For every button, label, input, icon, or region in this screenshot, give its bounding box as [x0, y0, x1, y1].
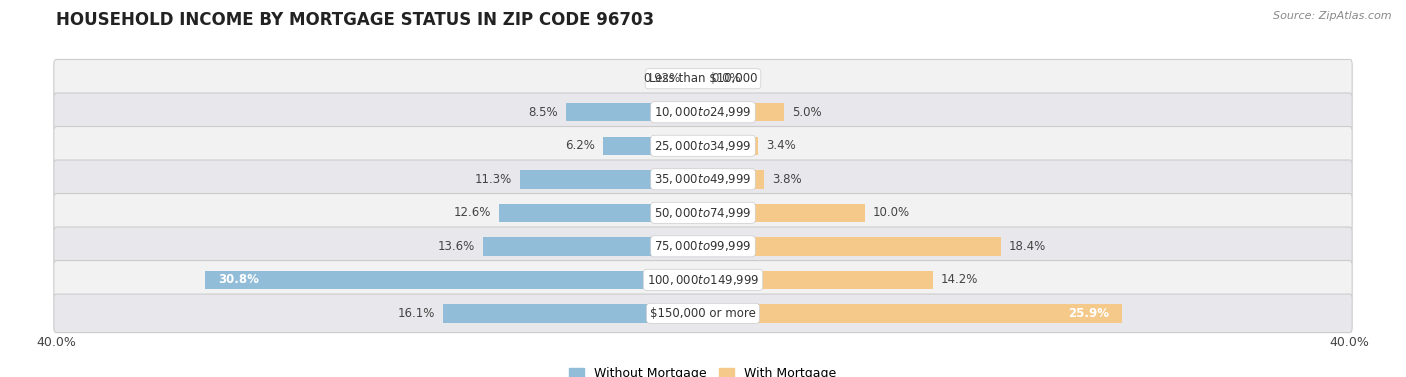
Bar	[703, 237, 1001, 256]
Bar	[603, 136, 703, 155]
Bar	[484, 237, 703, 256]
Text: 0.92%: 0.92%	[643, 72, 681, 85]
Bar	[703, 170, 765, 188]
Text: 13.6%: 13.6%	[437, 240, 475, 253]
FancyBboxPatch shape	[53, 160, 1353, 199]
Text: Source: ZipAtlas.com: Source: ZipAtlas.com	[1274, 11, 1392, 21]
Text: $35,000 to $49,999: $35,000 to $49,999	[654, 172, 752, 186]
Bar	[520, 170, 703, 188]
FancyBboxPatch shape	[53, 93, 1353, 132]
Text: 10.0%: 10.0%	[873, 206, 910, 219]
Text: $25,000 to $34,999: $25,000 to $34,999	[654, 139, 752, 153]
Text: 25.9%: 25.9%	[1067, 307, 1109, 320]
Bar	[499, 204, 703, 222]
Bar	[703, 204, 865, 222]
Bar	[703, 271, 932, 289]
FancyBboxPatch shape	[53, 294, 1353, 333]
FancyBboxPatch shape	[53, 193, 1353, 232]
Text: 3.8%: 3.8%	[772, 173, 803, 186]
Text: 0.0%: 0.0%	[711, 72, 741, 85]
Text: 14.2%: 14.2%	[941, 273, 979, 286]
Text: 11.3%: 11.3%	[475, 173, 512, 186]
Text: $100,000 to $149,999: $100,000 to $149,999	[647, 273, 759, 287]
Text: $50,000 to $74,999: $50,000 to $74,999	[654, 206, 752, 220]
Text: 12.6%: 12.6%	[454, 206, 491, 219]
Text: $75,000 to $99,999: $75,000 to $99,999	[654, 239, 752, 253]
Text: 16.1%: 16.1%	[398, 307, 434, 320]
Text: 5.0%: 5.0%	[792, 106, 821, 119]
FancyBboxPatch shape	[53, 127, 1353, 165]
Bar	[443, 304, 703, 323]
Bar	[703, 304, 1122, 323]
Text: $150,000 or more: $150,000 or more	[650, 307, 756, 320]
Text: $10,000 to $24,999: $10,000 to $24,999	[654, 105, 752, 119]
Text: HOUSEHOLD INCOME BY MORTGAGE STATUS IN ZIP CODE 96703: HOUSEHOLD INCOME BY MORTGAGE STATUS IN Z…	[56, 11, 654, 29]
Text: 8.5%: 8.5%	[527, 106, 558, 119]
FancyBboxPatch shape	[53, 261, 1353, 299]
Bar	[688, 69, 703, 88]
Text: 3.4%: 3.4%	[766, 139, 796, 152]
Text: 6.2%: 6.2%	[565, 139, 595, 152]
Bar	[703, 103, 785, 121]
Text: Less than $10,000: Less than $10,000	[648, 72, 758, 85]
Bar	[565, 103, 703, 121]
FancyBboxPatch shape	[53, 227, 1353, 265]
Legend: Without Mortgage, With Mortgage: Without Mortgage, With Mortgage	[564, 362, 842, 377]
Bar	[205, 271, 703, 289]
FancyBboxPatch shape	[53, 60, 1353, 98]
Bar	[703, 136, 758, 155]
Text: 18.4%: 18.4%	[1008, 240, 1046, 253]
Text: 30.8%: 30.8%	[218, 273, 259, 286]
